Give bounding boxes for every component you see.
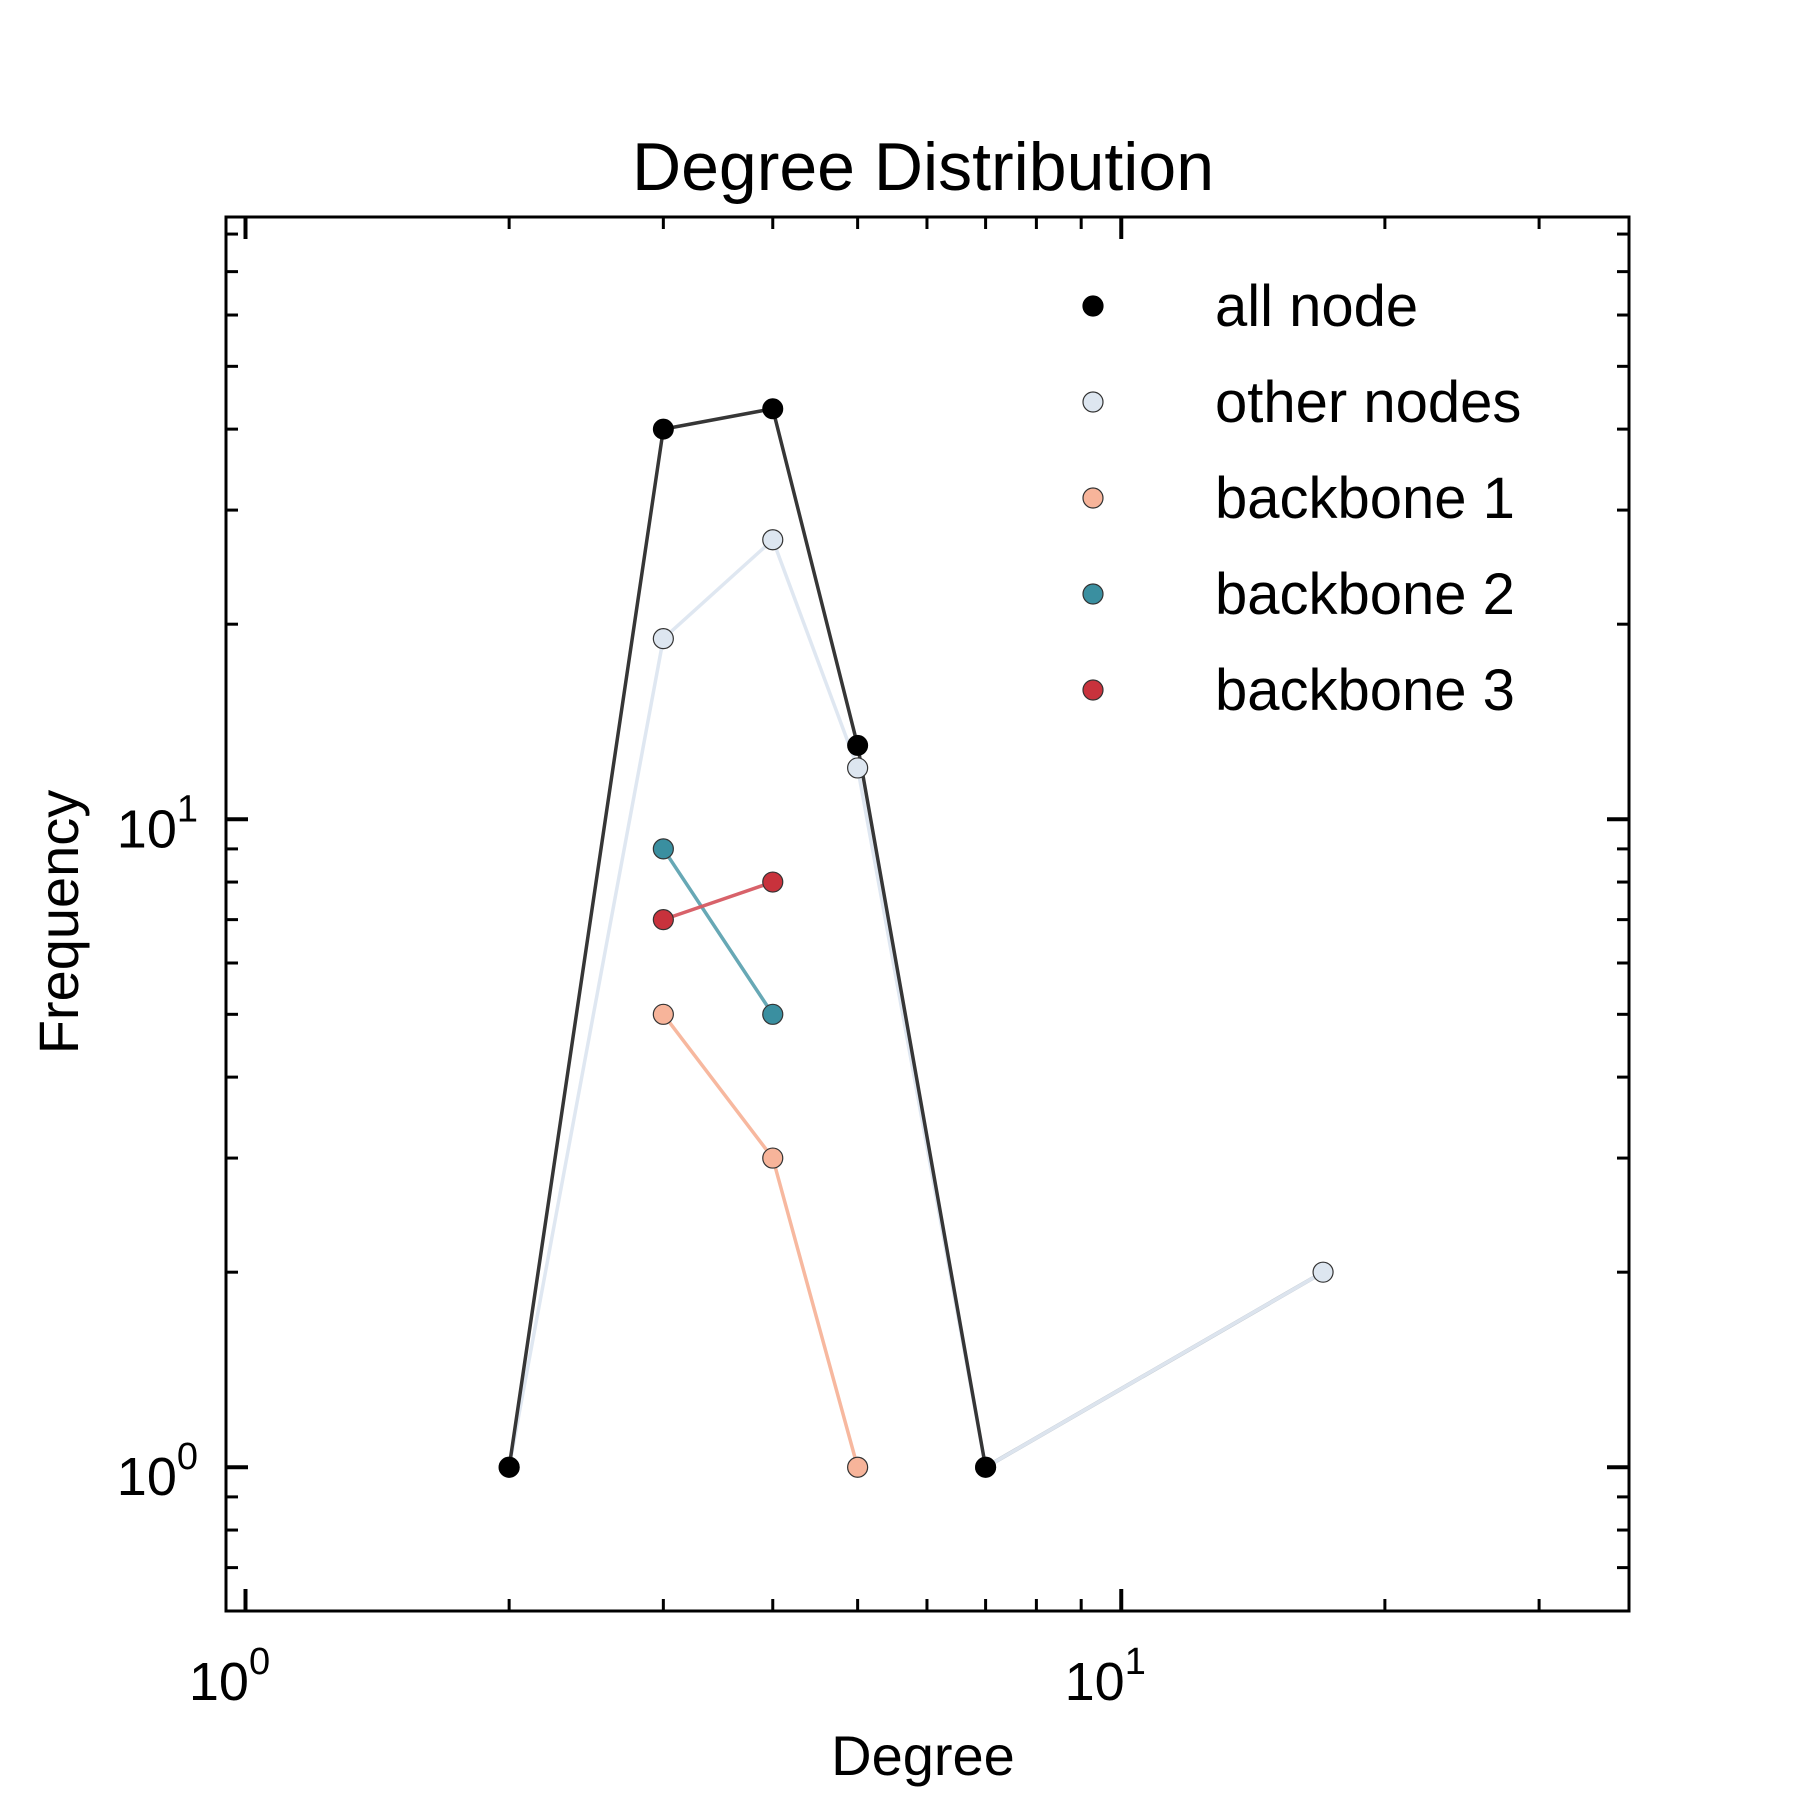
backbone-3-point (652, 909, 674, 931)
legend-label-other-nodes: other nodes (1215, 370, 1521, 435)
other-nodes-point (847, 757, 869, 779)
all-node-point (762, 398, 784, 420)
legend-label-backbone-2: backbone 2 (1215, 562, 1515, 627)
backbone-1-point (652, 1003, 674, 1025)
y-axis-label: Frequency (27, 790, 90, 1055)
other-nodes-point (652, 628, 674, 650)
all-node-line (507, 407, 988, 1469)
plot-frame (224, 215, 1631, 1613)
x-tick-label-base: 10 (189, 1652, 249, 1712)
legend-label-all-node: all node (1215, 274, 1418, 339)
other-nodes-point (762, 529, 784, 551)
y-tick-label-exponent: 1 (177, 788, 198, 830)
legend-marker-backbone-2 (1082, 583, 1104, 605)
x-tick-label: 101 (1065, 1641, 1146, 1712)
x-tick-label-exponent: 0 (249, 1641, 270, 1683)
y-tick-label: 101 (117, 788, 198, 859)
all-node-point (652, 418, 674, 440)
legend-label-backbone-1: backbone 1 (1215, 466, 1515, 531)
backbone-1-point (762, 1147, 784, 1169)
backbone-1-line (661, 1012, 860, 1469)
y-tick-label-base: 10 (117, 1447, 177, 1507)
x-axis-label: Degree (831, 1724, 1015, 1787)
x-tick-label-base: 10 (1065, 1652, 1125, 1712)
all-node-point (847, 734, 869, 756)
x-tick-label-exponent: 1 (1125, 1641, 1146, 1683)
legend: all node other nodes backbone 1 backbone 2 b… (1082, 274, 1521, 723)
backbone-1-point (847, 1456, 869, 1478)
series-points (498, 398, 1334, 1478)
chart-title: Degree Distribution (632, 129, 1214, 205)
other-nodes-line (507, 537, 1325, 1469)
backbone-2-point (652, 838, 674, 860)
x-tick-label: 100 (189, 1641, 270, 1712)
all-node-point (975, 1456, 997, 1478)
legend-label-backbone-3: backbone 3 (1215, 658, 1515, 723)
legend-marker-all-node (1082, 295, 1104, 317)
backbone-3-line (661, 880, 775, 922)
other-nodes-point (1312, 1261, 1334, 1283)
all-node-point (498, 1456, 520, 1478)
y-tick-label-exponent: 0 (177, 1436, 198, 1478)
legend-marker-backbone-1 (1082, 487, 1104, 509)
y-tick-label-base: 10 (117, 799, 177, 859)
legend-marker-backbone-3 (1082, 679, 1104, 701)
y-tick-label: 100 (117, 1436, 198, 1507)
backbone-2-line (661, 847, 775, 1017)
axis-ticks (226, 217, 1629, 1613)
series-lines (507, 407, 1326, 1470)
legend-marker-other-nodes (1082, 391, 1104, 413)
backbone-2-point (762, 1003, 784, 1025)
backbone-3-point (762, 871, 784, 893)
